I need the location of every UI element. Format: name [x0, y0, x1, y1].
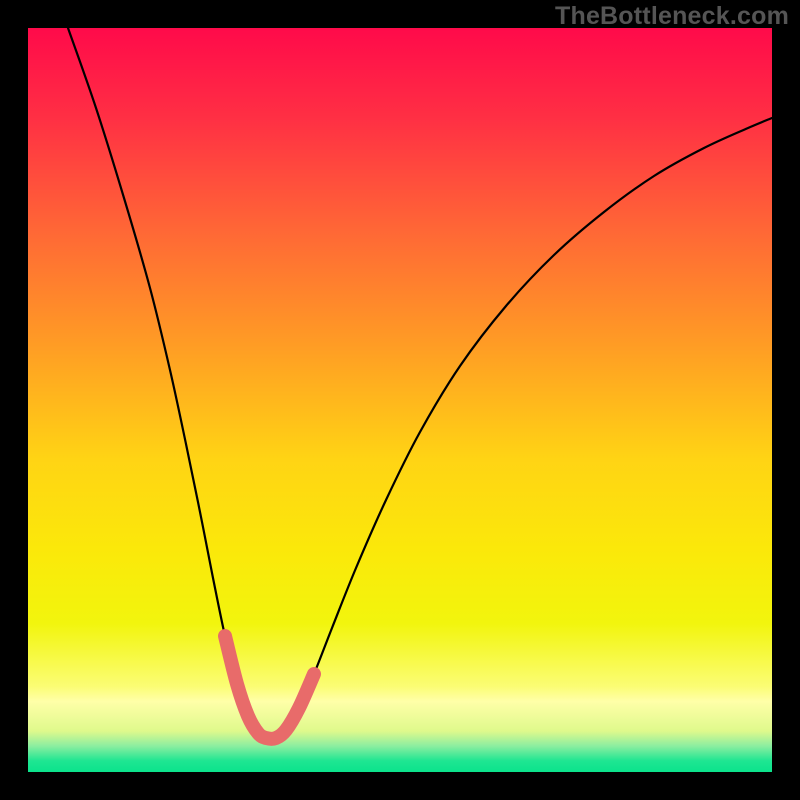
frame-bottom — [0, 772, 800, 800]
frame-left — [0, 0, 28, 800]
watermark-text: TheBottleneck.com — [555, 2, 789, 31]
plot-background — [28, 28, 772, 772]
frame-right — [772, 0, 800, 800]
bottleneck-chart — [0, 0, 800, 800]
